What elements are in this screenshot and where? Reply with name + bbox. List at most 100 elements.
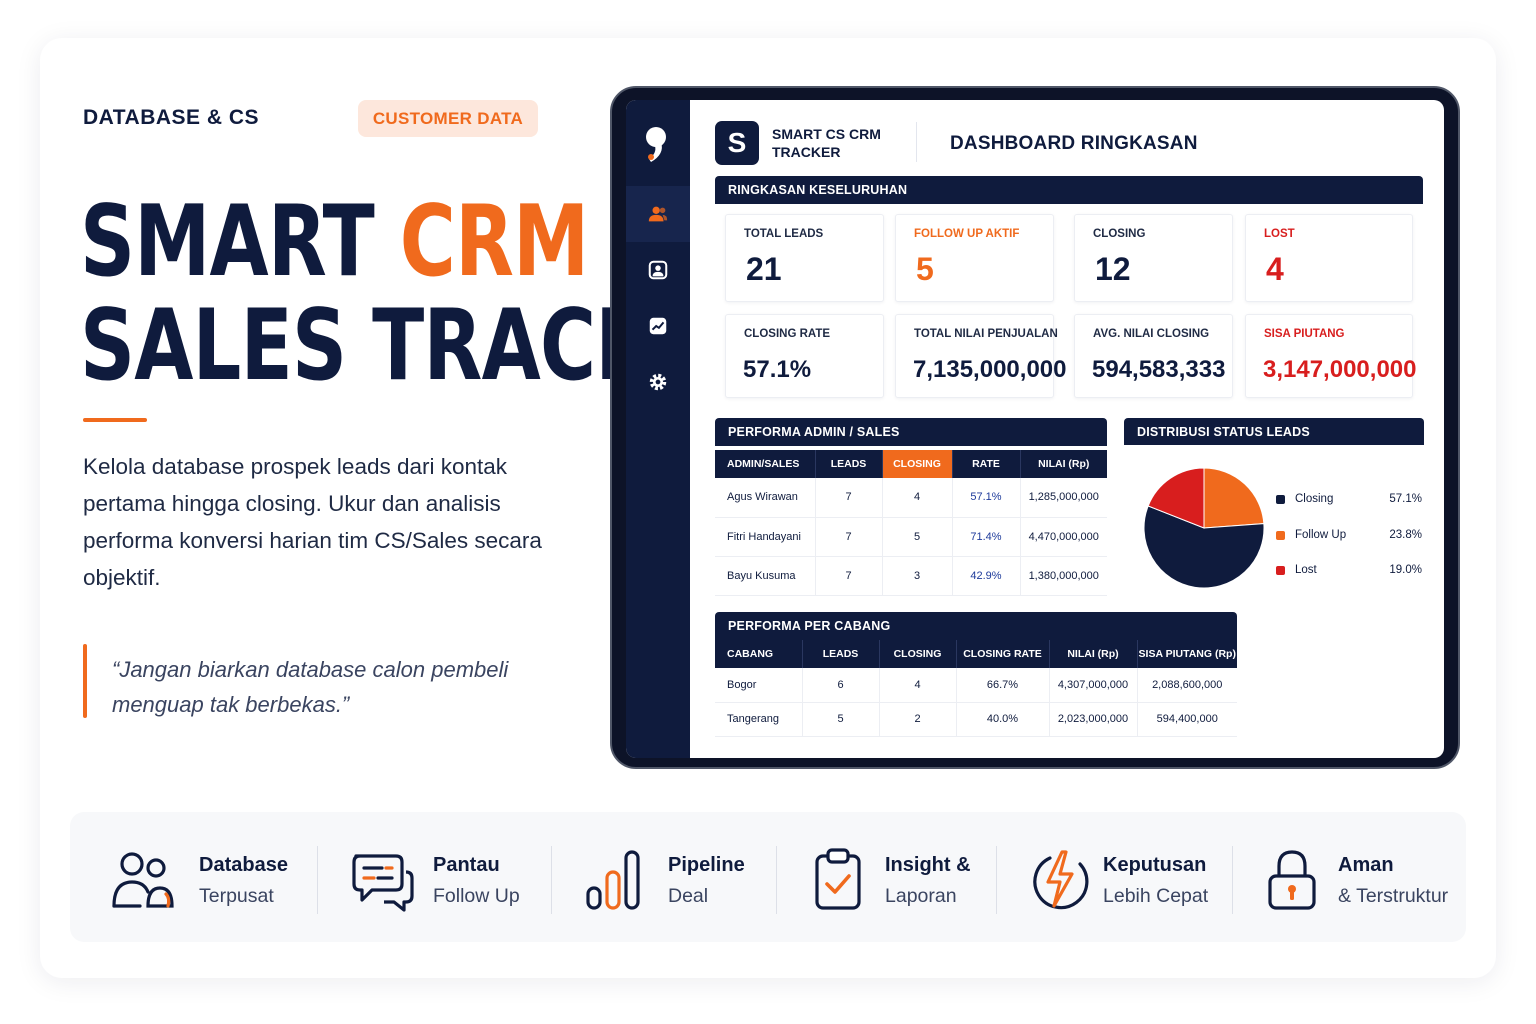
kpi-total-leads: TOTAL LEADS 21: [725, 214, 884, 302]
table-cell: Agus Wirawan: [715, 478, 816, 518]
column-header[interactable]: LEADS: [815, 450, 883, 478]
chat-icon: [352, 854, 414, 912]
column-header[interactable]: CLOSING: [879, 640, 957, 668]
gear-icon: [649, 373, 667, 391]
kpi-receivables: SISA PIUTANG 3,147,000,000: [1245, 314, 1417, 398]
feature-subtitle: Deal: [668, 885, 709, 907]
column-header[interactable]: CLOSING RATE: [956, 640, 1050, 668]
kpi-label: CLOSING: [1093, 228, 1146, 240]
column-header[interactable]: RATE: [952, 450, 1021, 478]
sidebar-item-reports[interactable]: [626, 298, 690, 354]
feature-title: Insight &: [885, 854, 971, 876]
quote-bar: [83, 644, 87, 718]
customer-data-badge: CUSTOMER DATA: [358, 100, 538, 137]
kpi-label: FOLLOW UP AKTIF: [914, 228, 1020, 240]
table-row[interactable]: Tangerang 5 2 40.0% 2,023,000,000 594,40…: [715, 702, 1237, 737]
table-row[interactable]: Agus Wirawan 7 4 57.1% 1,285,000,000: [715, 478, 1107, 518]
clipboard-check-icon: [815, 848, 861, 910]
legend-swatch: [1276, 494, 1285, 504]
dashboard-screen: S SMART CS CRM TRACKER DASHBOARD RINGKAS…: [626, 100, 1444, 758]
feature-subtitle: Laporan: [885, 885, 957, 907]
app-name: SMART CS CRM TRACKER: [772, 126, 881, 160]
table-cell: 66.7%: [956, 668, 1050, 703]
feature-subtitle: Follow Up: [433, 885, 520, 907]
description: Kelola database prospek leads dari konta…: [83, 454, 542, 590]
table-cell: 57.1%: [952, 478, 1021, 518]
column-header[interactable]: NILAI (Rp): [1049, 640, 1138, 668]
column-header[interactable]: CABANG: [715, 640, 803, 668]
kpi-value: 21: [746, 251, 782, 287]
legend-label: Follow Up: [1295, 529, 1347, 541]
legend-item-follow-up: Follow Up 23.8%: [1276, 526, 1422, 544]
table-cell: 4: [882, 478, 953, 518]
sidebar-item-settings[interactable]: [626, 354, 690, 410]
legend-label: Lost: [1295, 564, 1317, 576]
column-header[interactable]: SISA PIUTANG (Rp): [1137, 640, 1237, 668]
bar-chart-icon: [586, 850, 640, 910]
table-cell: 6: [802, 668, 880, 703]
pie-slice-follow-up[interactable]: [1203, 467, 1265, 529]
kpi-value: 7,135,000,000: [913, 356, 1067, 383]
legend-item-closing: Closing 57.1%: [1276, 490, 1422, 508]
lock-icon: [1268, 850, 1316, 910]
feature-subtitle: & Terstruktur: [1338, 885, 1449, 907]
brand-logo-icon[interactable]: [643, 124, 673, 164]
feature-title: Database: [199, 854, 288, 876]
table-cell: 2,023,000,000: [1049, 702, 1138, 737]
column-header[interactable]: ADMIN/SALES: [715, 450, 816, 478]
pie-slice-lost[interactable]: [1147, 467, 1205, 529]
kpi-value: 3,147,000,000: [1263, 356, 1417, 383]
table-row[interactable]: Bayu Kusuma 7 3 42.9% 1,380,000,000: [715, 556, 1107, 596]
feature-subtitle: Lebih Cepat: [1103, 885, 1209, 907]
feature-divider: [1232, 846, 1233, 914]
table-cell: Bayu Kusuma: [715, 556, 816, 596]
feature-decision: Keputusan Lebih Cepat: [1028, 848, 1228, 912]
legend-value: 23.8%: [1389, 529, 1422, 541]
table-cell: 2,088,600,000: [1137, 668, 1237, 703]
feature-insight: Insight & Laporan: [810, 848, 990, 912]
kpi-avg-closing: AVG. NILAI CLOSING 594,583,333: [1074, 314, 1233, 398]
kpi-label: TOTAL NILAI PENJUALAN: [914, 328, 1058, 340]
users-icon: [648, 206, 668, 222]
kpi-lost: LOST 4: [1245, 214, 1413, 302]
app-logo[interactable]: S: [715, 121, 759, 165]
table-cell: Tangerang: [715, 702, 803, 737]
table-cell: 1,380,000,000: [1020, 556, 1107, 596]
feature-title: Pantau: [433, 854, 500, 876]
page-title: DASHBOARD RINGKASAN: [950, 133, 1198, 154]
column-header[interactable]: LEADS: [802, 640, 880, 668]
feature-secure: Aman & Terstruktur: [1266, 848, 1456, 912]
table-cell: 40.0%: [956, 702, 1050, 737]
branch-performance-table: CABANG LEADS CLOSING CLOSING RATE NILAI …: [715, 640, 1237, 737]
legend-value: 57.1%: [1389, 493, 1422, 505]
sidebar: [626, 100, 690, 758]
table-row[interactable]: Fitri Handayani 7 5 71.4% 4,470,000,000: [715, 517, 1107, 557]
table-cell: 3: [882, 556, 953, 596]
chart-icon: [649, 317, 667, 335]
header-divider: [916, 122, 917, 162]
column-header[interactable]: NILAI (Rp): [1020, 450, 1107, 478]
sidebar-item-users[interactable]: [626, 186, 690, 242]
table-cell: 7: [815, 478, 883, 518]
feature-follow-up: Pantau Follow Up: [350, 848, 550, 912]
pie-chart: [1143, 467, 1265, 589]
contact-icon: [648, 260, 668, 280]
kpi-follow-up: FOLLOW UP AKTIF 5: [895, 214, 1054, 302]
feature-strip: [70, 812, 1466, 942]
sidebar-item-contacts[interactable]: [626, 242, 690, 298]
pie-slice-closing[interactable]: [1143, 505, 1265, 589]
kpi-value: 12: [1095, 251, 1131, 287]
lead-status-chart: Closing 57.1% Follow Up 23.8% Lost 19.0%: [1124, 445, 1424, 595]
feature-divider: [317, 846, 318, 914]
branch-performance-header: PERFORMA PER CABANG: [715, 612, 1237, 640]
legend-item-lost: Lost 19.0%: [1276, 561, 1422, 579]
feature-pipeline: Pipeline Deal: [585, 848, 765, 912]
column-header[interactable]: CLOSING: [882, 450, 953, 478]
kpi-value: 57.1%: [743, 356, 812, 383]
table-row[interactable]: Bogor 6 4 66.7% 4,307,000,000 2,088,600,…: [715, 668, 1237, 703]
table-cell: 1,285,000,000: [1020, 478, 1107, 518]
feature-subtitle: Terpusat: [199, 885, 274, 907]
kpi-label: AVG. NILAI CLOSING: [1093, 328, 1210, 340]
legend-label: Closing: [1295, 493, 1334, 505]
table-cell: 4,307,000,000: [1049, 668, 1138, 703]
